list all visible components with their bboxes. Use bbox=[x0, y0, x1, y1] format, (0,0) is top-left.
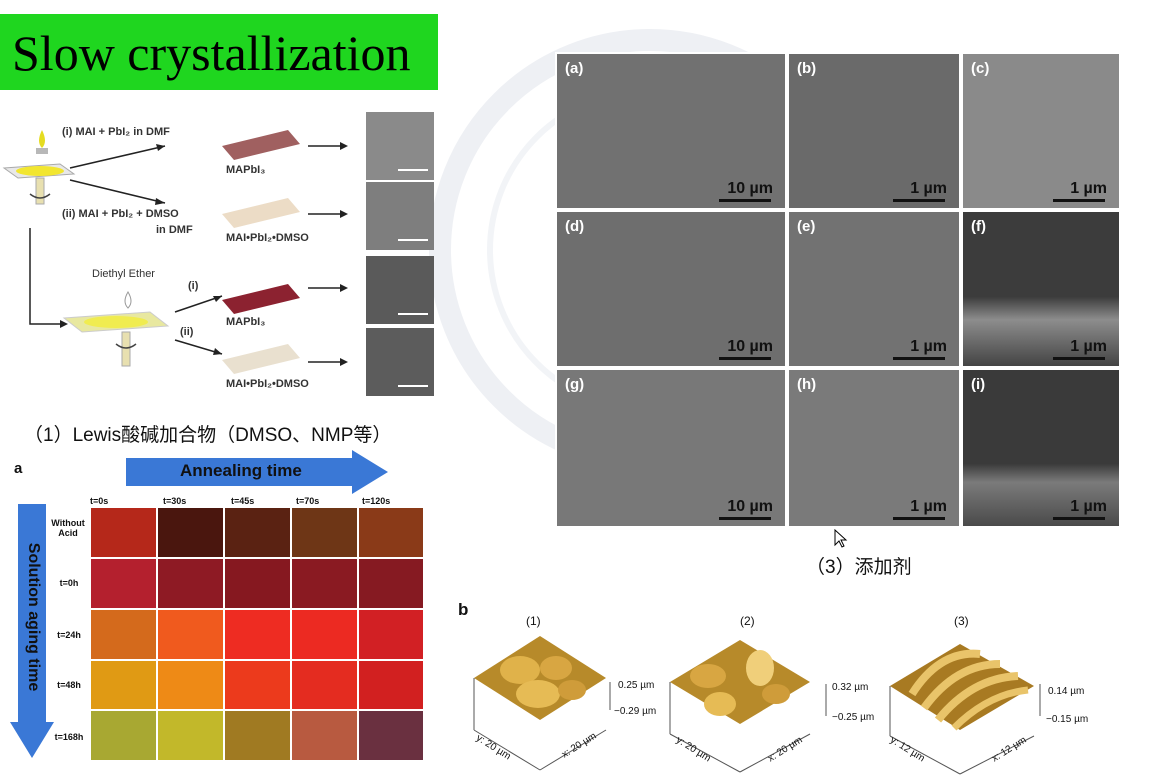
panel-a-letter: a bbox=[14, 460, 23, 477]
grid-cell bbox=[224, 558, 291, 609]
col-header: t=120s bbox=[362, 496, 391, 506]
droplet-icon bbox=[39, 130, 45, 148]
grid-cell bbox=[90, 660, 157, 710]
grid-cell bbox=[358, 660, 424, 710]
scale-label: 1 µm bbox=[910, 498, 947, 515]
afm-zmin: −0.15 µm bbox=[1046, 714, 1089, 725]
grid-cell bbox=[224, 609, 291, 660]
sem-panel-label: (g) bbox=[565, 376, 585, 393]
sem-panel-label: (i) bbox=[971, 376, 986, 393]
grid-cell bbox=[291, 660, 358, 710]
aging-arrow bbox=[10, 504, 54, 758]
grid-cell bbox=[291, 507, 358, 558]
grid-cell bbox=[90, 507, 157, 558]
afm-zmax: 0.25 µm bbox=[618, 680, 655, 691]
row-header: t=24h bbox=[57, 630, 81, 640]
mark-i: (i) bbox=[188, 280, 199, 292]
grid-cell bbox=[224, 710, 291, 761]
caption-lewis-adducts: （1）Lewis酸碱加合物（DMSO、NMP等） bbox=[24, 425, 392, 446]
aging-grid bbox=[90, 507, 424, 761]
sem-panel-label: (d) bbox=[565, 218, 585, 235]
grid-cell bbox=[157, 558, 224, 609]
grid-cell bbox=[224, 660, 291, 710]
scale-label: 1 µm bbox=[1070, 338, 1107, 355]
afm-zmin: −0.25 µm bbox=[832, 712, 875, 723]
sem-panel-d: (d) 10 µm bbox=[555, 210, 787, 368]
route-ii-label: (ii) MAI + PbI₂ + DMSO bbox=[62, 208, 179, 220]
product-2-label: MAI•PbI₂•DMSO bbox=[226, 232, 309, 244]
col-header: t=70s bbox=[296, 496, 320, 506]
afm-zmax: 0.32 µm bbox=[832, 682, 869, 693]
row-header: t=48h bbox=[57, 680, 81, 690]
grid-cell bbox=[90, 710, 157, 761]
sem-panel-c: (c) 1 µm bbox=[961, 52, 1121, 210]
scale-label: 1 µm bbox=[1070, 180, 1107, 197]
mouse-cursor-icon bbox=[834, 529, 848, 548]
afm-number: (2) bbox=[740, 614, 755, 628]
col-header: t=30s bbox=[163, 496, 187, 506]
grid-cell bbox=[358, 609, 424, 660]
route-ii-solvent: in DMF bbox=[156, 224, 193, 236]
aging-label: Solution aging time bbox=[25, 542, 42, 692]
grid-cell bbox=[157, 507, 224, 558]
scale-label: 1 µm bbox=[910, 180, 947, 197]
sem-panel-b: (b) 1 µm bbox=[787, 52, 961, 210]
scheme-figure: (i) MAI + PbI₂ in DMF (ii) MAI + PbI₂ + … bbox=[0, 108, 440, 403]
panel-b-letter: b bbox=[458, 600, 469, 619]
product-1-label: MAPbI₃ bbox=[226, 164, 266, 176]
afm-zmax: 0.14 µm bbox=[1048, 686, 1085, 697]
sem-panel-e: (e) 1 µm bbox=[787, 210, 961, 368]
annealing-label: Annealing time bbox=[180, 461, 302, 480]
product-4-label: MAI•PbI₂•DMSO bbox=[226, 378, 309, 390]
ether-label: Diethyl Ether bbox=[92, 268, 155, 280]
sem-panel-label: (a) bbox=[565, 60, 584, 77]
sem-panel-label: (h) bbox=[797, 376, 817, 393]
afm-number: (3) bbox=[954, 614, 969, 628]
grid-cell bbox=[291, 609, 358, 660]
scale-label: 10 µm bbox=[727, 180, 773, 197]
sem-panel-label: (b) bbox=[797, 60, 817, 77]
grid-cell bbox=[291, 710, 358, 761]
grid-cell bbox=[358, 507, 424, 558]
route-i-label: (i) MAI + PbI₂ in DMF bbox=[62, 126, 170, 138]
mark-ii: (ii) bbox=[180, 326, 194, 338]
sem-panel-h: (h) 1 µm bbox=[787, 368, 961, 528]
scale-label: 1 µm bbox=[910, 338, 947, 355]
caption-additives: （3）添加剂 bbox=[806, 557, 912, 578]
scale-label: 10 µm bbox=[727, 338, 773, 355]
product-3-label: MAPbI₃ bbox=[226, 316, 266, 328]
row-header: Without Acid bbox=[51, 518, 85, 538]
sem-panel-label: (e) bbox=[797, 218, 816, 235]
sem-panel-g: (g) 10 µm bbox=[555, 368, 787, 528]
row-header: t=168h bbox=[54, 732, 84, 742]
grid-cell bbox=[157, 609, 224, 660]
grid-cell bbox=[358, 558, 424, 609]
sem-panel-label: (c) bbox=[971, 60, 990, 77]
afm-plots bbox=[473, 636, 1041, 775]
afm-number: (1) bbox=[526, 614, 541, 628]
grid-cell bbox=[90, 558, 157, 609]
page-title: Slow crystallization bbox=[12, 25, 411, 81]
grid-cell bbox=[358, 710, 424, 761]
sem-panel-a: (a) 10 µm bbox=[555, 52, 787, 210]
sem-panel-label: (f) bbox=[971, 218, 986, 235]
grid-cell bbox=[157, 710, 224, 761]
grid-cell bbox=[157, 660, 224, 710]
grid-cell bbox=[90, 609, 157, 660]
sem-panel-i: (i) 1 µm bbox=[961, 368, 1121, 528]
annealing-arrow bbox=[126, 450, 388, 494]
grid-cell bbox=[291, 558, 358, 609]
col-header: t=45s bbox=[231, 496, 255, 506]
sem-grid: (a) 10 µm (b) 1 µm (c) 1 µm (d) 10 µm (e) 1 µ… bbox=[555, 52, 1121, 528]
sem-panel-f: (f) 1 µm bbox=[961, 210, 1121, 368]
title-banner bbox=[0, 14, 438, 90]
afm-zmin: −0.29 µm bbox=[614, 706, 657, 717]
grid-cell bbox=[224, 507, 291, 558]
row-header: t=0h bbox=[59, 578, 79, 588]
scheme-drawing bbox=[2, 112, 434, 396]
col-header: t=0s bbox=[90, 496, 109, 506]
scale-label: 10 µm bbox=[727, 498, 773, 515]
scale-label: 1 µm bbox=[1070, 498, 1107, 515]
